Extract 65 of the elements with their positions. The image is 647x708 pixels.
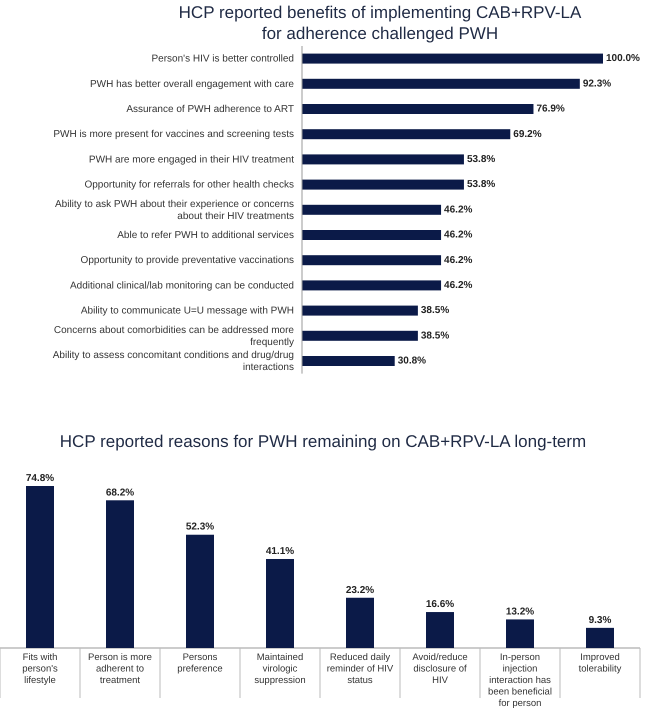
y-tick-label: Able to refer PWH to additional services bbox=[117, 230, 294, 241]
chart-title: HCP reported reasons for PWH remaining on CAB+RPV-LA long-term bbox=[60, 432, 586, 451]
data-label: 16.6% bbox=[426, 599, 454, 610]
x-tick-label: In-person injection interaction has been beneficial for person bbox=[488, 652, 552, 708]
chart-title: HCP reported benefits of implementing CAB+RPV-LA for adherence challenged PWH bbox=[178, 3, 582, 43]
data-label: 53.8% bbox=[466, 154, 496, 166]
data-label: 38.5% bbox=[420, 330, 450, 342]
y-tick-label: Ability to assess concomitant conditions and drug/drug interactions bbox=[52, 350, 294, 373]
bar bbox=[302, 78, 580, 89]
y-tick-label: Opportunity for referrals for other health checks bbox=[84, 179, 294, 190]
y-tick-label: Person's HIV is better controlled bbox=[151, 53, 294, 64]
data-label: 30.8% bbox=[398, 356, 426, 367]
y-tick-label: Additional clinical/lab monitoring can be conducted bbox=[70, 280, 294, 292]
bar bbox=[106, 500, 134, 648]
bar bbox=[302, 306, 418, 316]
data-label: 92.3% bbox=[582, 78, 612, 90]
y-tick-label: Ability to communicate U=U message with PWH bbox=[80, 305, 294, 316]
bar bbox=[586, 628, 614, 648]
y-tick-label: Opportunity to provide preventative vaccinations bbox=[80, 254, 294, 266]
x-tick-label: Reduced daily reminder of HIV status bbox=[326, 652, 394, 686]
y-tick-label: Concerns about comorbidities can be addressed more frequently bbox=[54, 324, 294, 348]
x-tick-label: Avoid/reduce disclosure of HIV bbox=[412, 652, 468, 686]
y-tick-label: Ability to ask PWH about their experience or concerns about their HIV treatments bbox=[55, 198, 294, 222]
bar bbox=[302, 180, 464, 190]
data-label: 100.0% bbox=[606, 53, 640, 64]
data-label: 46.2% bbox=[444, 280, 473, 292]
data-label: 9.3% bbox=[588, 614, 612, 626]
data-label: 13.2% bbox=[506, 606, 534, 618]
bar bbox=[302, 280, 442, 290]
y-tick-label: PWH are more engaged in their HIV treatment bbox=[88, 154, 294, 166]
data-label: 38.5% bbox=[420, 305, 450, 316]
data-label: 52.3% bbox=[186, 522, 214, 533]
bar bbox=[302, 356, 395, 366]
bar bbox=[302, 104, 534, 114]
data-label: 69.2% bbox=[513, 128, 542, 140]
x-tick-label: Maintained virologic suppression bbox=[254, 652, 306, 686]
bar bbox=[346, 598, 374, 648]
y-tick-label: PWH has better overall engagement with care bbox=[90, 78, 294, 90]
bar bbox=[302, 255, 442, 266]
data-label: 46.2% bbox=[444, 254, 473, 266]
data-label: 46.2% bbox=[444, 204, 473, 216]
x-tick-label: Person is more adherent to treatment bbox=[88, 652, 152, 686]
x-tick-label: Fits with person's lifestyle bbox=[22, 652, 58, 686]
bar bbox=[426, 612, 454, 648]
bar bbox=[302, 54, 603, 64]
bar bbox=[302, 330, 418, 341]
x-tick-label: Persons preference bbox=[177, 652, 223, 674]
data-label: 74.8% bbox=[26, 473, 54, 484]
data-label: 76.9% bbox=[536, 104, 565, 115]
bar bbox=[26, 486, 54, 648]
bar bbox=[266, 558, 294, 648]
y-tick-label: Assurance of PWH adherence to ART bbox=[126, 104, 294, 115]
y-tick-label: PWH is more present for vaccines and screening tests bbox=[53, 128, 294, 140]
bar bbox=[302, 204, 442, 215]
bar bbox=[302, 154, 464, 164]
bar bbox=[186, 534, 214, 648]
bar bbox=[302, 230, 442, 240]
x-tick-label: Improved tolerability bbox=[578, 652, 622, 674]
data-label: 46.2% bbox=[444, 230, 473, 241]
data-label: 53.8% bbox=[466, 179, 496, 190]
data-label: 41.1% bbox=[266, 546, 294, 557]
bar bbox=[506, 619, 534, 648]
data-label: 23.2% bbox=[346, 584, 374, 596]
bar bbox=[302, 129, 510, 140]
data-label: 68.2% bbox=[106, 487, 134, 498]
